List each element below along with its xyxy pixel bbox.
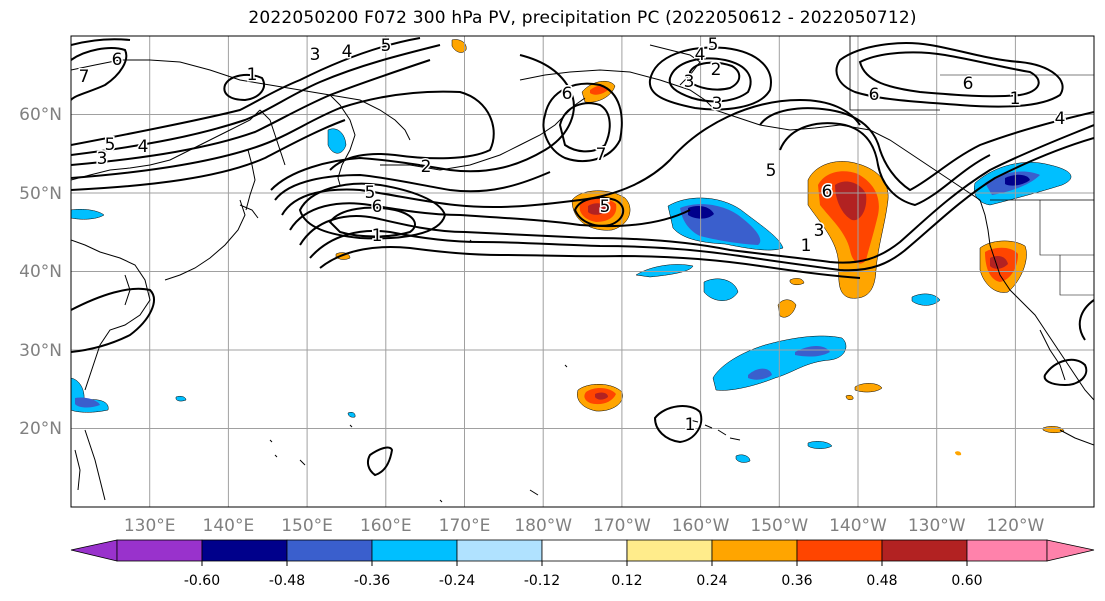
lon-label: 160°E — [360, 516, 412, 536]
lon-label: 120°W — [987, 516, 1045, 536]
colorbar-tick-label: -0.24 — [439, 573, 475, 589]
colorbar-segment — [541, 539, 628, 562]
colorbar-tick-label: -0.48 — [269, 573, 305, 589]
lon-label: 130°E — [124, 516, 176, 536]
pv-label: 2 — [421, 157, 432, 177]
lat-labels: 60°N 50°N 40°N 30°N 20°N — [19, 105, 62, 439]
colorbar-tick-label: -0.12 — [524, 573, 560, 589]
colorbar-tick-label: 0.60 — [951, 573, 982, 589]
pv-label: 5 — [365, 183, 376, 203]
lon-label: 160°W — [672, 516, 730, 536]
pv-label: 4 — [138, 137, 149, 157]
lon-labels: 130°E 140°E 150°E 160°E 170°E 180°W 170°… — [124, 516, 1045, 536]
lon-label: 140°E — [203, 516, 255, 536]
colorbar-segment — [286, 539, 373, 562]
pv-label: 7 — [596, 145, 607, 165]
colorbar-segment — [881, 539, 968, 562]
colorbar-segment — [201, 539, 288, 562]
pv-label: 5 — [105, 135, 116, 155]
pv-label: 1 — [685, 415, 696, 435]
lon-label: 130°W — [908, 516, 966, 536]
colorbar-segment — [371, 539, 458, 562]
pv-label: 6 — [112, 50, 123, 70]
map-title: 2022050200 F072 300 hPa PV, precipitatio… — [248, 8, 917, 28]
lat-label: 60°N — [19, 105, 62, 125]
colorbar-tick-label: -0.60 — [184, 573, 220, 589]
colorbar-segment — [966, 539, 1048, 562]
pv-label: 4 — [342, 42, 353, 62]
pv-label: 5 — [708, 35, 719, 55]
lat-label: 20°N — [19, 419, 62, 439]
pv-label: 4 — [1055, 109, 1066, 129]
colorbar-segment — [796, 539, 883, 562]
pv-label: 6 — [963, 74, 974, 94]
pv-label: 4 — [695, 45, 706, 65]
colorbar-tick-label: 0.24 — [696, 573, 727, 589]
pv-label: 7 — [79, 67, 90, 87]
lat-label: 40°N — [19, 262, 62, 282]
pv-label: 1 — [372, 226, 383, 246]
colorbar-extend-low — [70, 539, 118, 562]
pv-label: 5 — [381, 36, 392, 56]
lon-label: 150°W — [750, 516, 808, 536]
colorbar-segment — [456, 539, 543, 562]
pv-label: 5 — [600, 197, 611, 217]
colorbar-extend-high — [1046, 539, 1095, 562]
pv-label: 6 — [562, 84, 573, 104]
pv-contour-labels: 6 7 3 5 4 5 1 3 4 5 6 2 1 5 6 7 6 7 5 4 … — [77, 35, 1067, 437]
pv-label: 5 — [766, 161, 777, 181]
colorbar-tick-label: 0.48 — [866, 573, 897, 589]
pv-label: 6 — [372, 197, 383, 217]
pv-label: 3 — [97, 149, 108, 169]
colorbar — [70, 539, 1095, 562]
lon-label: 140°W — [829, 516, 887, 536]
pv-label: 5 — [708, 35, 719, 55]
pv-label: 1 — [1010, 89, 1021, 109]
pv-label: 7 — [596, 145, 607, 165]
pv-contours — [71, 37, 1094, 477]
pv-label: 3 — [684, 72, 695, 92]
lon-label: 170°W — [593, 516, 651, 536]
colorbar-ticks — [201, 561, 968, 566]
lat-label: 50°N — [19, 184, 62, 204]
pv-label: 6 — [822, 182, 833, 202]
graticule — [71, 36, 1094, 507]
colorbar-tick-label: 0.12 — [611, 573, 642, 589]
colorbar-segment — [116, 539, 203, 562]
pv-label: 6 — [562, 84, 573, 104]
pv-label: 3 — [814, 221, 825, 241]
colorbar-segment — [711, 539, 798, 562]
pv-label: 3 — [310, 45, 321, 65]
coastlines — [71, 36, 1094, 503]
colorbar-segment — [626, 539, 713, 562]
map-panel: 6 7 3 5 4 5 1 3 4 5 6 2 1 5 6 7 6 7 5 4 … — [71, 35, 1094, 507]
map-frame — [70, 35, 1095, 508]
colorbar-tick-label: -0.36 — [354, 573, 390, 589]
colorbar-labels: -0.60 -0.48 -0.36 -0.24 -0.12 0.12 0.24 … — [184, 573, 983, 589]
pv-label: 1 — [801, 236, 812, 256]
pv-label: 6 — [869, 85, 880, 105]
lon-label: 170°E — [439, 516, 491, 536]
lon-label: 150°E — [281, 516, 333, 536]
colorbar-tick-label: 0.36 — [781, 573, 812, 589]
pv-label: 2 — [711, 60, 722, 80]
pv-label: 3 — [712, 94, 723, 114]
pv-label: 1 — [247, 65, 258, 85]
lat-label: 30°N — [19, 341, 62, 361]
lon-label: 180°W — [514, 516, 572, 536]
